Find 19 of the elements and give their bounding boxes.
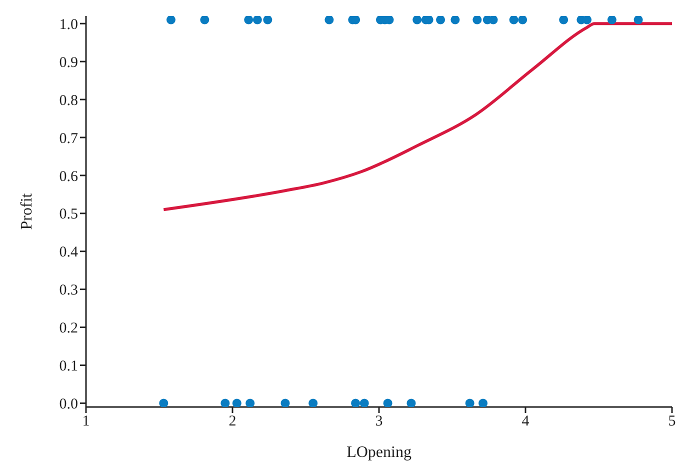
- x-tick-label: 4: [522, 414, 530, 430]
- y-tick-label: 0.7: [59, 130, 78, 147]
- y-tick-label: 0.0: [59, 396, 78, 413]
- y-tick-label: 0.1: [59, 358, 78, 375]
- x-axis-title: LOpening: [346, 444, 412, 461]
- y-tick-label: 0.2: [59, 320, 78, 337]
- x-tick-label: 2: [228, 414, 236, 430]
- line-series: [162, 22, 672, 212]
- y-tick-label: 1.0: [59, 16, 78, 33]
- x-tick-label: 3: [375, 414, 383, 430]
- y-tick-label: 0.3: [59, 282, 78, 299]
- x-tick-label: 5: [668, 414, 676, 430]
- y-tick-label: 0.9: [59, 54, 78, 71]
- x-tick-label: 1: [82, 414, 90, 430]
- y-tick-label: 0.8: [59, 92, 78, 109]
- y-axis-title: Profit: [18, 192, 36, 230]
- y-tick-label: 0.6: [59, 168, 78, 185]
- y-tick-label: 0.4: [59, 244, 78, 261]
- y-tick-label: 0.5: [59, 206, 78, 223]
